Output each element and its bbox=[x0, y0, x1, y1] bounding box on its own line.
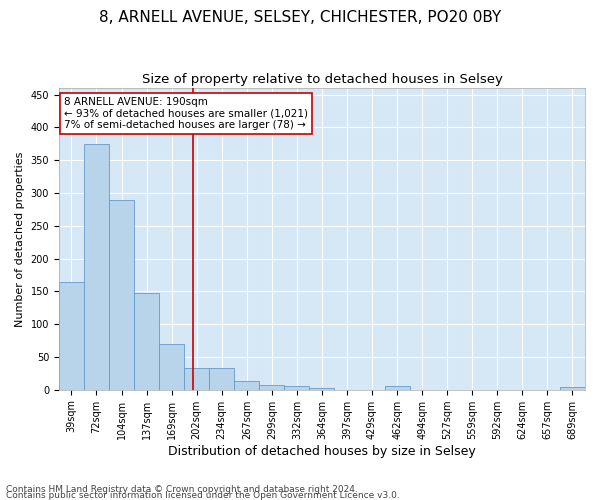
Bar bbox=[284, 386, 310, 390]
Bar bbox=[234, 381, 259, 390]
Bar bbox=[59, 282, 84, 390]
Bar bbox=[310, 388, 334, 390]
Y-axis label: Number of detached properties: Number of detached properties bbox=[15, 151, 25, 326]
Text: 8, ARNELL AVENUE, SELSEY, CHICHESTER, PO20 0BY: 8, ARNELL AVENUE, SELSEY, CHICHESTER, PO… bbox=[99, 10, 501, 25]
Title: Size of property relative to detached houses in Selsey: Size of property relative to detached ho… bbox=[142, 72, 502, 86]
Bar bbox=[560, 387, 585, 390]
Text: Contains public sector information licensed under the Open Government Licence v3: Contains public sector information licen… bbox=[6, 490, 400, 500]
X-axis label: Distribution of detached houses by size in Selsey: Distribution of detached houses by size … bbox=[168, 444, 476, 458]
Bar bbox=[385, 386, 410, 390]
Bar bbox=[159, 344, 184, 390]
Bar bbox=[84, 144, 109, 390]
Bar bbox=[209, 368, 234, 390]
Text: Contains HM Land Registry data © Crown copyright and database right 2024.: Contains HM Land Registry data © Crown c… bbox=[6, 485, 358, 494]
Text: 8 ARNELL AVENUE: 190sqm
← 93% of detached houses are smaller (1,021)
7% of semi-: 8 ARNELL AVENUE: 190sqm ← 93% of detache… bbox=[64, 97, 308, 130]
Bar bbox=[134, 292, 159, 390]
Bar bbox=[184, 368, 209, 390]
Bar bbox=[109, 200, 134, 390]
Bar bbox=[259, 385, 284, 390]
